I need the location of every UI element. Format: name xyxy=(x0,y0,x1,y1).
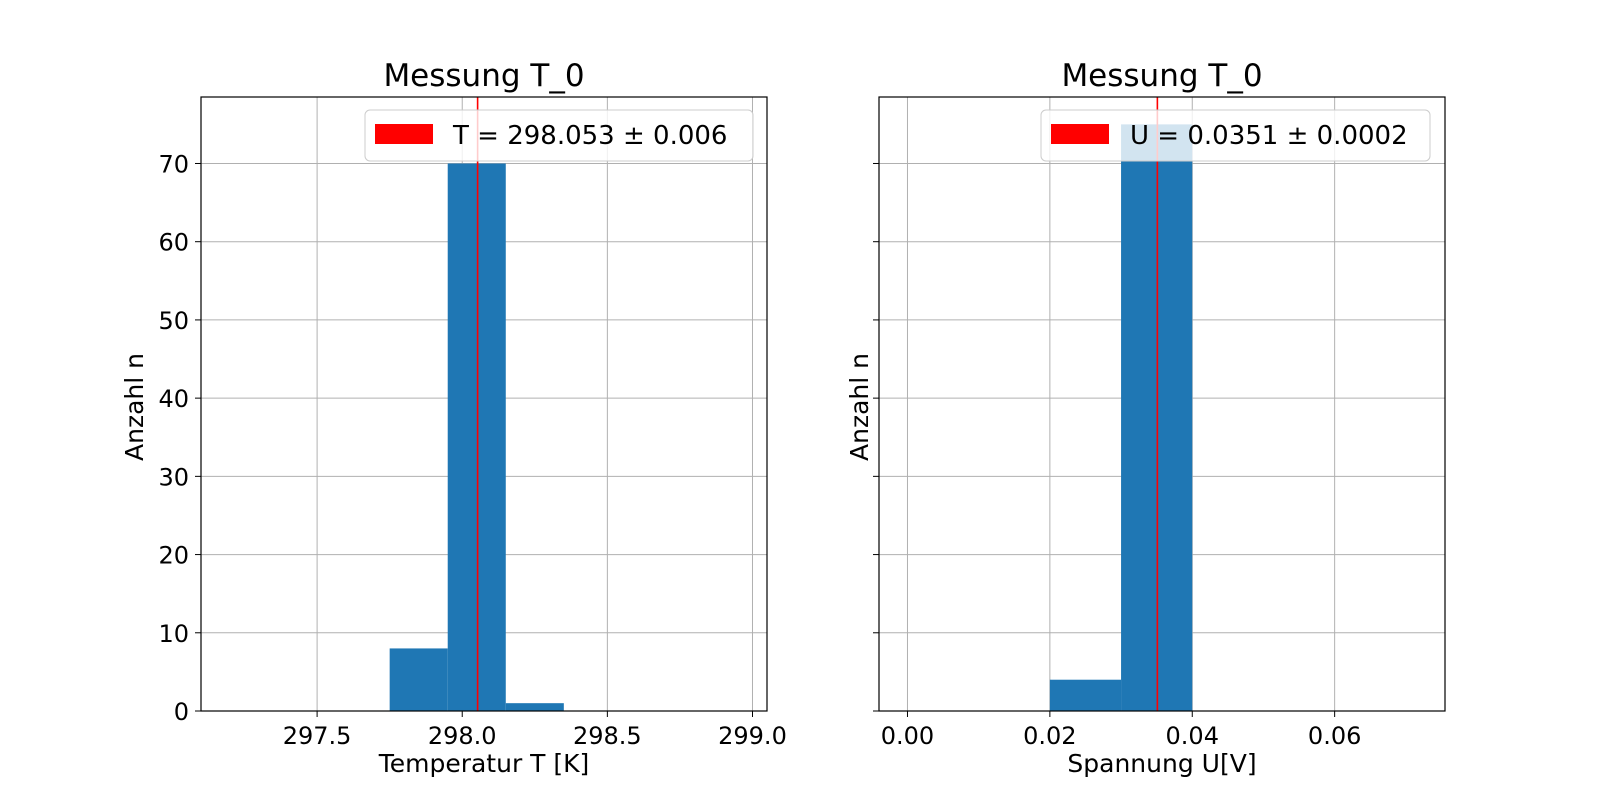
y-axis-label: Anzahl n xyxy=(845,353,874,461)
x-tick-label: 0.04 xyxy=(1166,722,1219,750)
x-tick-label: 0.06 xyxy=(1308,722,1361,750)
histogram-panel-temperature: Messung T_0 Temperatur T [K] Anzahl n 29… xyxy=(120,58,787,778)
y-tick-label: 0 xyxy=(174,698,189,726)
legend-swatch xyxy=(1051,124,1109,144)
x-axis-label: Temperatur T [K] xyxy=(378,749,590,778)
x-tick-label: 297.5 xyxy=(283,722,352,750)
legend-label: U = 0.0351 ± 0.0002 xyxy=(1130,121,1408,151)
x-axis-label: Spannung U[V] xyxy=(1067,749,1256,778)
chart-title: Messung T_0 xyxy=(383,58,584,94)
histogram-bar xyxy=(389,648,448,711)
y-tick-label: 20 xyxy=(158,542,189,570)
y-tick-label: 40 xyxy=(158,385,189,413)
legend-swatch xyxy=(375,124,433,144)
y-tick-label: 50 xyxy=(158,307,189,335)
histogram-bar xyxy=(505,703,564,711)
y-tick-label: 30 xyxy=(158,463,189,491)
y-tick-label: 70 xyxy=(158,150,189,178)
histogram-bar xyxy=(1049,679,1122,711)
legend: U = 0.0351 ± 0.0002 xyxy=(1040,109,1431,162)
plot-frame xyxy=(200,96,768,712)
x-tick-label: 299.0 xyxy=(718,722,787,750)
ticks: 297.5 298.0 298.5 299.0 0 10 20 30 40 50 60 70 xyxy=(158,150,786,750)
plot-frame xyxy=(878,96,1446,712)
legend-box xyxy=(1040,109,1431,162)
legend: T = 298.053 ± 0.006 xyxy=(364,109,754,162)
y-tick-label: 60 xyxy=(158,229,189,257)
chart-title: Messung T_0 xyxy=(1061,58,1262,94)
y-tick-label: 10 xyxy=(158,620,189,648)
bars xyxy=(389,163,564,711)
histogram-panel-voltage: Messung T_0 Spannung U[V] Anzahl n 0.00 0… xyxy=(845,58,1446,778)
x-tick-label: 0.02 xyxy=(1023,722,1076,750)
x-tick-label: 298.5 xyxy=(573,722,642,750)
x-tick-label: 0.00 xyxy=(881,722,934,750)
histogram-bar xyxy=(447,163,506,711)
legend-box xyxy=(364,109,754,162)
x-tick-label: 298.0 xyxy=(428,722,497,750)
legend-label: T = 298.053 ± 0.006 xyxy=(452,121,727,151)
ticks: 0.00 0.02 0.04 0.06 xyxy=(873,162,1361,750)
y-axis-label: Anzahl n xyxy=(120,353,149,461)
